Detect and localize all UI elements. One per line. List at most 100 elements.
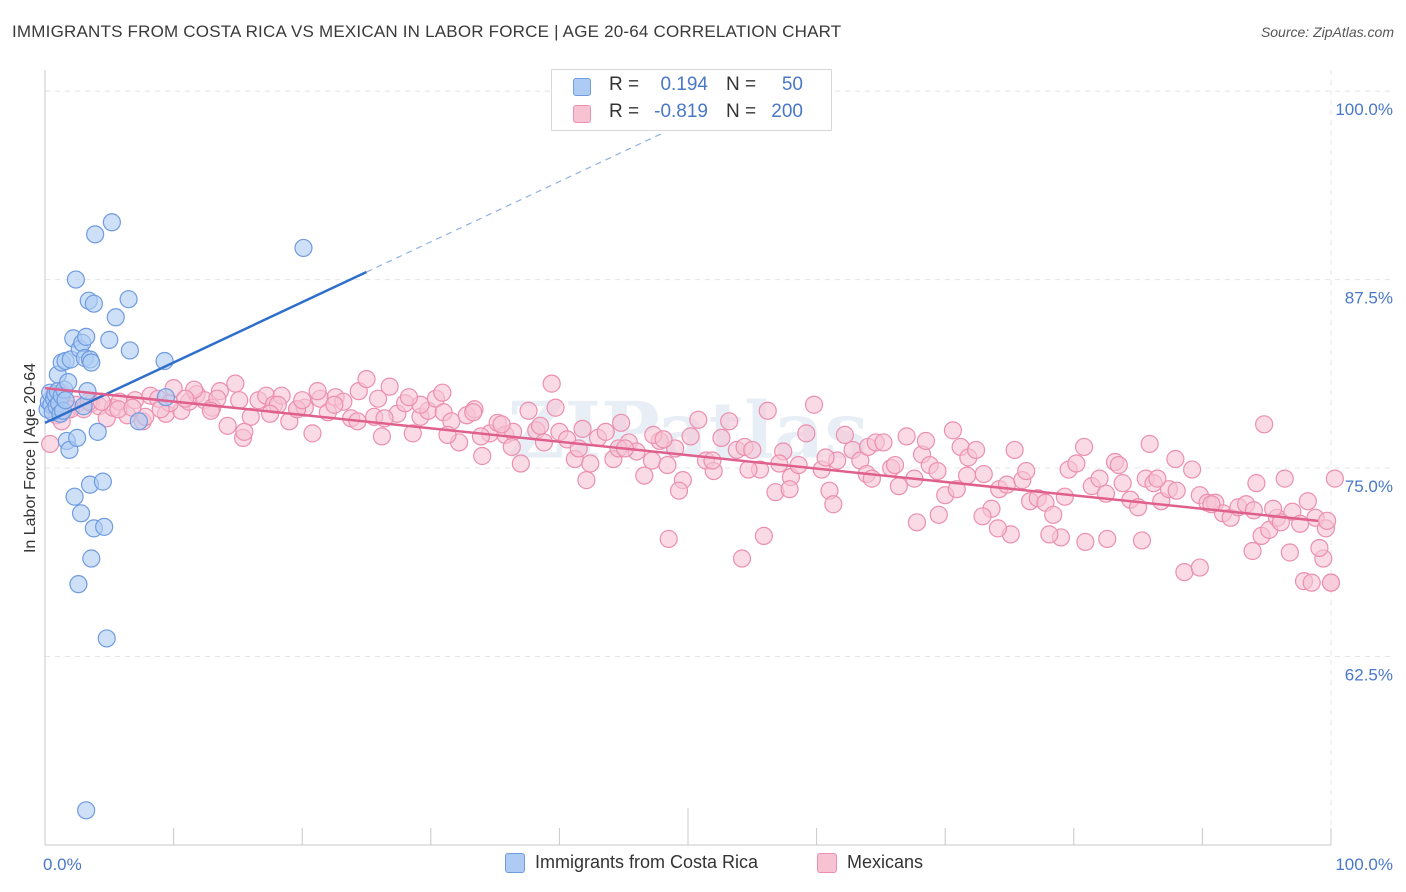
costa-rica-point — [97, 629, 116, 648]
mexicans-point — [988, 519, 1008, 538]
mexicans-point — [1321, 573, 1341, 592]
costa-rica-point — [82, 353, 101, 372]
axis-labels-layer: 62.5% 75.0% 87.5% 100.0% 0.0% 100.0% In Labor … — [22, 100, 1393, 874]
trend-layer — [44, 132, 1319, 523]
y-axis-label: In Labor Force | Age 20-64 — [22, 363, 39, 553]
mexicans-point — [928, 461, 947, 481]
mexicans-point — [743, 440, 762, 460]
mexicans-point — [380, 377, 399, 396]
mexicans-point — [1190, 558, 1209, 577]
mexicans-point — [720, 412, 739, 431]
n-value: 50 — [781, 74, 803, 95]
mexicans-point — [1090, 469, 1109, 488]
mexicans-point — [226, 374, 245, 393]
mexicans-point — [581, 454, 600, 473]
mexicans-point — [293, 391, 312, 410]
mexicans-point — [824, 495, 843, 514]
costa-rica-point — [66, 270, 85, 289]
mexicans-point — [399, 388, 419, 407]
mexicans-point — [732, 549, 752, 568]
mexicans-point — [531, 416, 550, 435]
costa-rica-point — [71, 504, 91, 523]
mexicans-point — [659, 529, 678, 549]
x-tick-label-end: 100.0% — [1335, 855, 1393, 874]
mexicans-point — [1247, 474, 1266, 493]
mexicans-point — [1044, 505, 1063, 524]
mexicans-point — [1076, 532, 1095, 552]
mexicans-point — [816, 448, 835, 467]
mexicans-point — [797, 424, 816, 443]
n-label: N = — [726, 74, 757, 95]
chart-title: IMMIGRANTS FROM COSTA RICA VS MEXICAN IN… — [12, 22, 842, 41]
mexicans-point — [635, 466, 654, 485]
mexicans-legend-swatch — [817, 853, 837, 873]
mexicans-point — [596, 422, 615, 441]
mexicans-point — [973, 507, 992, 526]
mexicans-point — [577, 471, 596, 490]
mexicans-point — [1243, 541, 1262, 561]
y-tick-label: 75.0% — [1345, 477, 1393, 496]
mexicans-point — [573, 419, 592, 438]
r-value: 0.194 — [660, 74, 708, 95]
grid-layer — [45, 70, 1391, 845]
mexicans-point — [1280, 543, 1299, 562]
mexicans-point — [612, 413, 631, 432]
mexicans-point — [997, 475, 1017, 494]
mexicans-point — [874, 433, 893, 452]
mexicans-point — [1132, 531, 1152, 550]
costa-rica-points — [38, 213, 313, 820]
mexicans-point — [542, 374, 561, 393]
mexicans-point — [669, 481, 689, 500]
mexicans-point — [241, 407, 260, 426]
mexicans-point — [511, 454, 530, 473]
mexicans-point — [230, 391, 249, 410]
mexicans-point — [947, 480, 966, 499]
costa-rica-point — [156, 388, 175, 407]
mexicans-point — [897, 427, 916, 446]
mexicans-point — [502, 437, 521, 457]
n-value: 200 — [771, 101, 803, 122]
y-tick-label: 87.5% — [1345, 289, 1393, 308]
mexicans-point — [1255, 415, 1274, 434]
mexicans-point — [681, 427, 700, 446]
axis-layer — [44, 70, 1332, 846]
mexicans-point — [642, 451, 662, 470]
legend-label: Immigrants from Costa Rica — [535, 852, 759, 872]
costa-rica-point — [59, 373, 78, 392]
mexicans-point — [739, 460, 758, 479]
mexicans-point — [907, 513, 927, 532]
mexicans-point — [473, 446, 492, 466]
chart-source: Source: ZipAtlas.com — [1260, 24, 1394, 40]
stats-row-costa-rica: R = 0.194 N = 50 — [552, 74, 831, 100]
stats-row-mexicans: R = -0.819 N = 200 — [552, 101, 831, 127]
mexicans-point — [1113, 474, 1132, 493]
mexicans-point — [1040, 525, 1059, 544]
mexicans-point — [1175, 562, 1194, 582]
mexicans-point — [1310, 538, 1329, 558]
mexicans-point — [1074, 437, 1094, 457]
costa-rica-trend-extension — [366, 132, 663, 273]
mexicans-point — [303, 424, 322, 443]
stats-legend: R = 0.194 N = 50 R = -0.819 N = 200 — [551, 69, 832, 131]
x-tick-label-start: 0.0% — [43, 855, 82, 874]
mexicans-point — [368, 389, 388, 408]
mexicans-point — [689, 410, 708, 429]
mexicans-point — [835, 425, 854, 444]
mexicans-point — [403, 424, 422, 443]
costa-rica-point — [120, 341, 139, 360]
mexicans-point — [1166, 449, 1185, 469]
mexicans-point — [1067, 454, 1086, 473]
costa-rica-point — [95, 517, 114, 536]
costa-rica-point — [68, 428, 87, 447]
y-tick-label: 100.0% — [1335, 100, 1393, 119]
mexicans-point — [1244, 501, 1263, 520]
costa-rica-point — [84, 294, 103, 313]
mexicans-point — [260, 404, 280, 423]
mexicans-point — [804, 395, 824, 414]
mexicans-point — [1148, 469, 1167, 488]
costa-rica-point — [86, 225, 105, 244]
mexicans-point — [943, 421, 963, 440]
r-value: -0.819 — [654, 101, 708, 122]
costa-rica-point — [82, 549, 101, 568]
mexicans-point — [534, 433, 554, 452]
